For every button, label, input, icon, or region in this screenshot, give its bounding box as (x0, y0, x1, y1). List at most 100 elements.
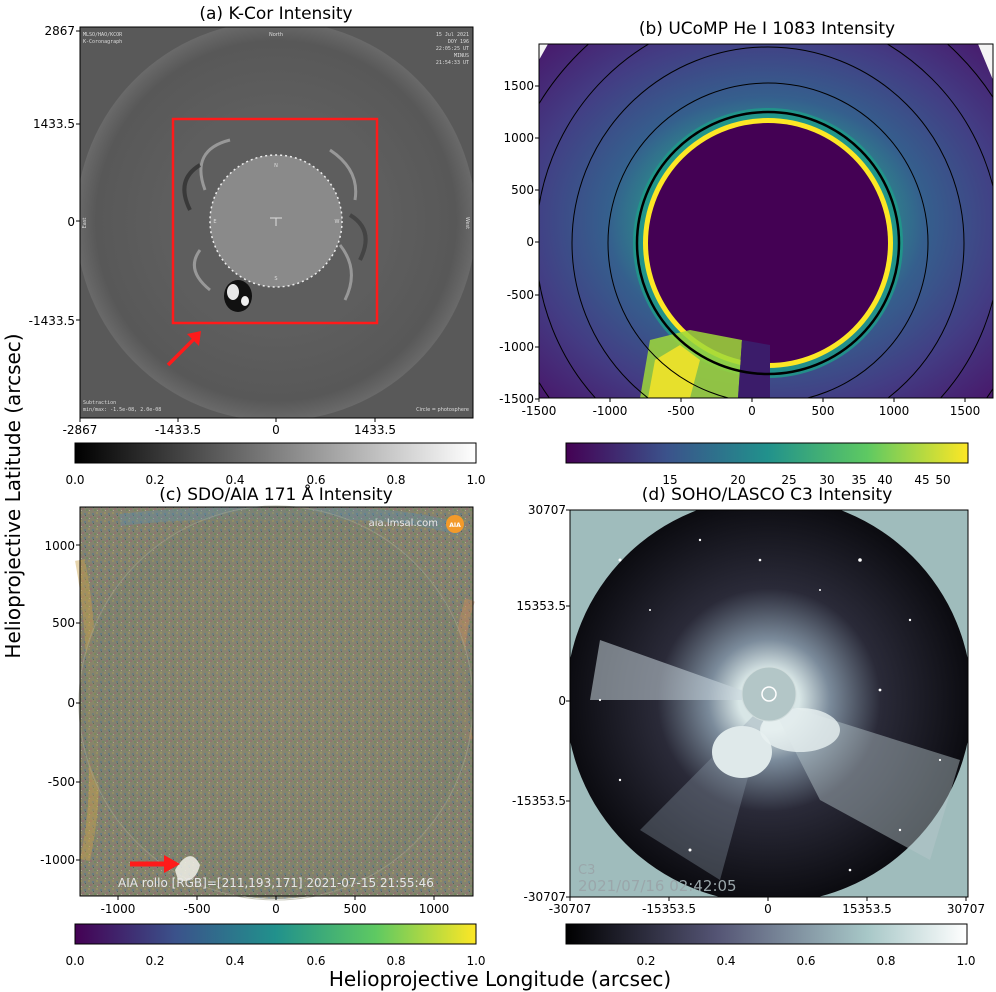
y-tick: -500 (507, 288, 534, 302)
x-tick: 15353.5 (842, 902, 892, 916)
panel-aia: (c) SDO/AIA 171 Å Intensity AIA aia.lmsa… (40, 483, 485, 968)
x-tick: -1000 (593, 404, 628, 418)
kcor-overlay-line: MINUS (454, 53, 469, 59)
y-tick: 30707 (528, 503, 566, 517)
y-tick: 1000 (44, 539, 75, 553)
cbar-tick: 0.8 (876, 954, 895, 968)
x-tick: 500 (344, 902, 367, 916)
panel-kcor: (a) K-Cor Intensity N E W S MLSO/HAO/KCO… (29, 4, 486, 487)
cbar-tick: 0.8 (386, 954, 405, 968)
aia-image: AIA aia.lmsal.com AIA rollo [RGB]=[211,1… (75, 505, 475, 901)
kcor-overlay-line: 21:54:33 UT (436, 60, 469, 66)
cbar-tick: 0.0 (65, 954, 84, 968)
cbar-tick: 20 (730, 473, 745, 487)
zoom-box (171, 117, 379, 325)
lasco-timestamp: 2021/07/16 02:42:05 (578, 877, 737, 895)
limb-mark-south: S (274, 276, 277, 282)
kcor-overlay-line: K-Coronagraph (83, 39, 122, 45)
kcor-overlay-photosphere: Circle = photosphere (416, 407, 469, 413)
y-tick: -15353.5 (512, 794, 566, 808)
y-tick: 1500 (503, 79, 534, 93)
cbar-tick: 40 (877, 473, 892, 487)
kcor-overlay-line: Subtraction (83, 400, 116, 406)
cbar-tick: 0.4 (225, 954, 244, 968)
y-tick: 1433.5 (33, 117, 75, 131)
x-tick: -1500 (522, 404, 557, 418)
panel-b-title: (b) UCoMP He I 1083 Intensity (639, 19, 895, 39)
y-tick: -1000 (40, 853, 75, 867)
cbar-tick: 0.6 (796, 954, 815, 968)
y-tick: 15353.5 (516, 599, 566, 613)
y-tick: 0 (526, 235, 534, 249)
x-tick: 1500 (950, 404, 981, 418)
cbar-tick: 1.0 (466, 473, 485, 487)
kcor-overlay-line: 22:05:25 UT (436, 46, 469, 52)
cbar-tick: 30 (819, 473, 834, 487)
y-tick: -1000 (499, 340, 534, 354)
kcor-overlay-line: MLSO/HAO/KCOR (83, 32, 123, 38)
cbar-tick: 0.4 (225, 473, 244, 487)
colorbar-a (74, 442, 477, 464)
y-tick: -30707 (523, 890, 566, 904)
x-tick: 1433.5 (354, 423, 396, 437)
aia-url: aia.lmsal.com (369, 518, 438, 529)
x-tick: 0 (748, 404, 756, 418)
panel-ucomp: (b) UCoMP He I 1083 Intensity -1500 -100… (499, 19, 994, 487)
x-tick: 1000 (879, 404, 910, 418)
ucomp-image (539, 44, 993, 398)
y-tick: -500 (48, 775, 75, 789)
cbar-tick: 0.2 (145, 473, 164, 487)
aia-caption: AIA rollo [RGB]=[211,193,171] 2021-07-15… (118, 876, 434, 890)
cbar-tick: 0.6 (306, 954, 325, 968)
red-arrow (166, 331, 201, 367)
kcor-overlay-north: North (269, 32, 283, 38)
x-tick: 0 (272, 423, 280, 437)
kcor-overlay-line: DOY 196 (448, 39, 469, 45)
lasco-image: C3 2021/07/16 02:42:05 (570, 510, 968, 897)
cbar-tick: 25 (781, 473, 796, 487)
cbar-tick: 0.2 (145, 954, 164, 968)
aia-logo-icon: AIA (449, 522, 461, 529)
cbar-tick: 0.0 (65, 473, 84, 487)
cbar-tick: 0.2 (636, 954, 655, 968)
cbar-tick: 1.0 (466, 954, 485, 968)
x-tick: -1000 (101, 902, 136, 916)
y-tick: 0 (67, 696, 75, 710)
y-axis-label: Helioprojective Latitude (arcsec) (1, 333, 25, 658)
colorbar-d (565, 923, 968, 945)
x-tick: -15353.5 (642, 902, 696, 916)
cbar-tick: 45 (914, 473, 929, 487)
x-tick: -500 (667, 404, 694, 418)
colorbar-b (565, 442, 969, 464)
y-tick: 0 (558, 694, 566, 708)
x-tick: -30707 (549, 902, 592, 916)
panel-lasco: (d) SOHO/LASCO C3 Intensity C3 2021/07/1… (512, 485, 985, 968)
cbar-tick: 35 (851, 473, 866, 487)
kcor-overlay-east: East (82, 218, 88, 229)
limb-mark-west: W (335, 219, 340, 225)
red-arrow (130, 855, 180, 873)
panel-a-title: (a) K-Cor Intensity (199, 4, 352, 24)
lasco-instrument: C3 (578, 863, 595, 878)
cbar-tick: 15 (662, 473, 677, 487)
cbar-tick: 1.0 (956, 954, 975, 968)
y-tick: 1000 (503, 131, 534, 145)
cbar-tick: 0.4 (716, 954, 735, 968)
x-tick: 1000 (419, 902, 450, 916)
panel-d-title: (d) SOHO/LASCO C3 Intensity (642, 485, 893, 505)
cbar-tick: 0.8 (386, 473, 405, 487)
x-tick: 0 (272, 902, 280, 916)
kcor-image: N E W S MLSO/HAO/KCOR K-Coronagraph Nort… (80, 27, 473, 418)
y-tick: 2867 (44, 24, 75, 38)
cbar-tick: 50 (935, 473, 950, 487)
x-tick: -2867 (63, 423, 98, 437)
kcor-overlay-line: 15 Jul 2021 (436, 32, 469, 38)
y-tick: 500 (52, 616, 75, 630)
x-axis-label: Helioprojective Longitude (arcsec) (329, 967, 671, 991)
kcor-overlay-line: min/max: -1.5e-08, 2.0e-08 (83, 407, 161, 413)
kcor-overlay-west: West (464, 217, 470, 229)
y-tick: 0 (67, 215, 75, 229)
limb-mark-north: N (274, 163, 278, 169)
panel-c-title: (c) SDO/AIA 171 Å Intensity (159, 483, 393, 505)
